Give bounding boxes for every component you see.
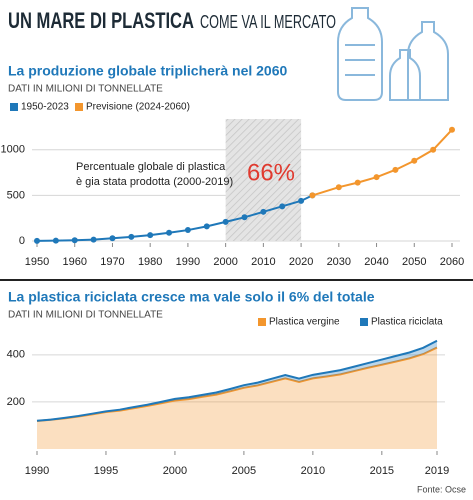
legend-swatch [10,103,18,111]
x-tick-label: 2015 [370,465,394,477]
data-point [449,126,455,133]
series-line [36,194,313,242]
chart-subtitle: DATI IN MILIONI DI TONNELLATE [8,310,163,321]
x-tick-label: 1960 [62,256,86,268]
x-tick-label: 2005 [232,465,256,477]
data-point [335,184,342,191]
x-tick-label: 2050 [402,256,426,268]
chart-subtitle: DATI IN MILIONI DI TONNELLATE [8,84,163,95]
y-tick-label: 500 [7,189,25,201]
y-tick-label: 200 [7,396,25,408]
x-tick-label: 1990 [25,465,49,477]
area-edge [36,339,438,422]
x-tick-label: 2010 [301,465,325,477]
bottles-illustration [337,7,449,101]
series-line [312,129,453,197]
data-point [184,227,191,234]
data-point [203,223,210,230]
y-tick-label: 400 [7,349,25,361]
source: Fonte: Ocse [417,484,466,494]
data-point [128,233,135,240]
annotation-value: 66% [247,159,295,186]
legend-label: Previsione (2024-2060) [86,102,190,113]
data-point [147,232,154,239]
x-tick-label: 2010 [251,256,275,268]
annotation: Percentuale globale di plastica [76,161,226,173]
data-point [34,237,40,244]
data-point [52,237,59,244]
x-tick-label: 1970 [100,256,124,268]
area [37,347,437,449]
legend-swatch [75,103,83,111]
x-tick-label: 1990 [176,256,200,268]
legend-label: Plastica vergine [269,317,340,328]
x-tick-label: 1980 [138,256,162,268]
page-subtitle: COME VA IL MERCATO [200,12,336,32]
data-point [71,237,78,244]
x-tick-label: 2000 [163,465,187,477]
x-tick-label: 2000 [213,256,237,268]
legend-label: 1950-2023 [21,102,69,113]
data-point [222,218,229,225]
data-point [279,203,286,210]
legend-label: Plastica riciclata [371,317,443,328]
x-tick-label: 1995 [94,465,118,477]
y-tick-label: 1000 [1,144,25,156]
x-tick-label: 1950 [25,256,49,268]
x-tick-label: 2040 [364,256,388,268]
x-tick-label: 2020 [289,256,313,268]
data-point [309,192,316,199]
legend-swatch [360,318,368,326]
data-point [411,157,418,164]
data-point [90,236,97,243]
page-title: UN MARE DI PLASTICA [8,8,194,33]
data-point [298,197,305,204]
annotation: è gia stata prodotta (2000-2019) [76,176,233,188]
data-point [241,214,248,221]
legend-swatch [258,318,266,326]
x-tick-label: 2019 [425,465,449,477]
data-point [166,229,173,236]
x-tick-label: 2030 [327,256,351,268]
data-point [260,208,267,215]
x-tick-label: 2060 [440,256,464,268]
data-point [373,174,380,181]
data-point [430,146,437,153]
data-point [392,166,399,173]
shaded-period [225,119,302,241]
data-point [109,235,116,242]
data-point [354,179,361,186]
y-tick-label: 0 [19,235,25,247]
chart-title: La plastica riciclata cresce ma vale sol… [8,289,375,305]
chart-title: La produzione globale triplicherà nel 20… [8,63,288,79]
